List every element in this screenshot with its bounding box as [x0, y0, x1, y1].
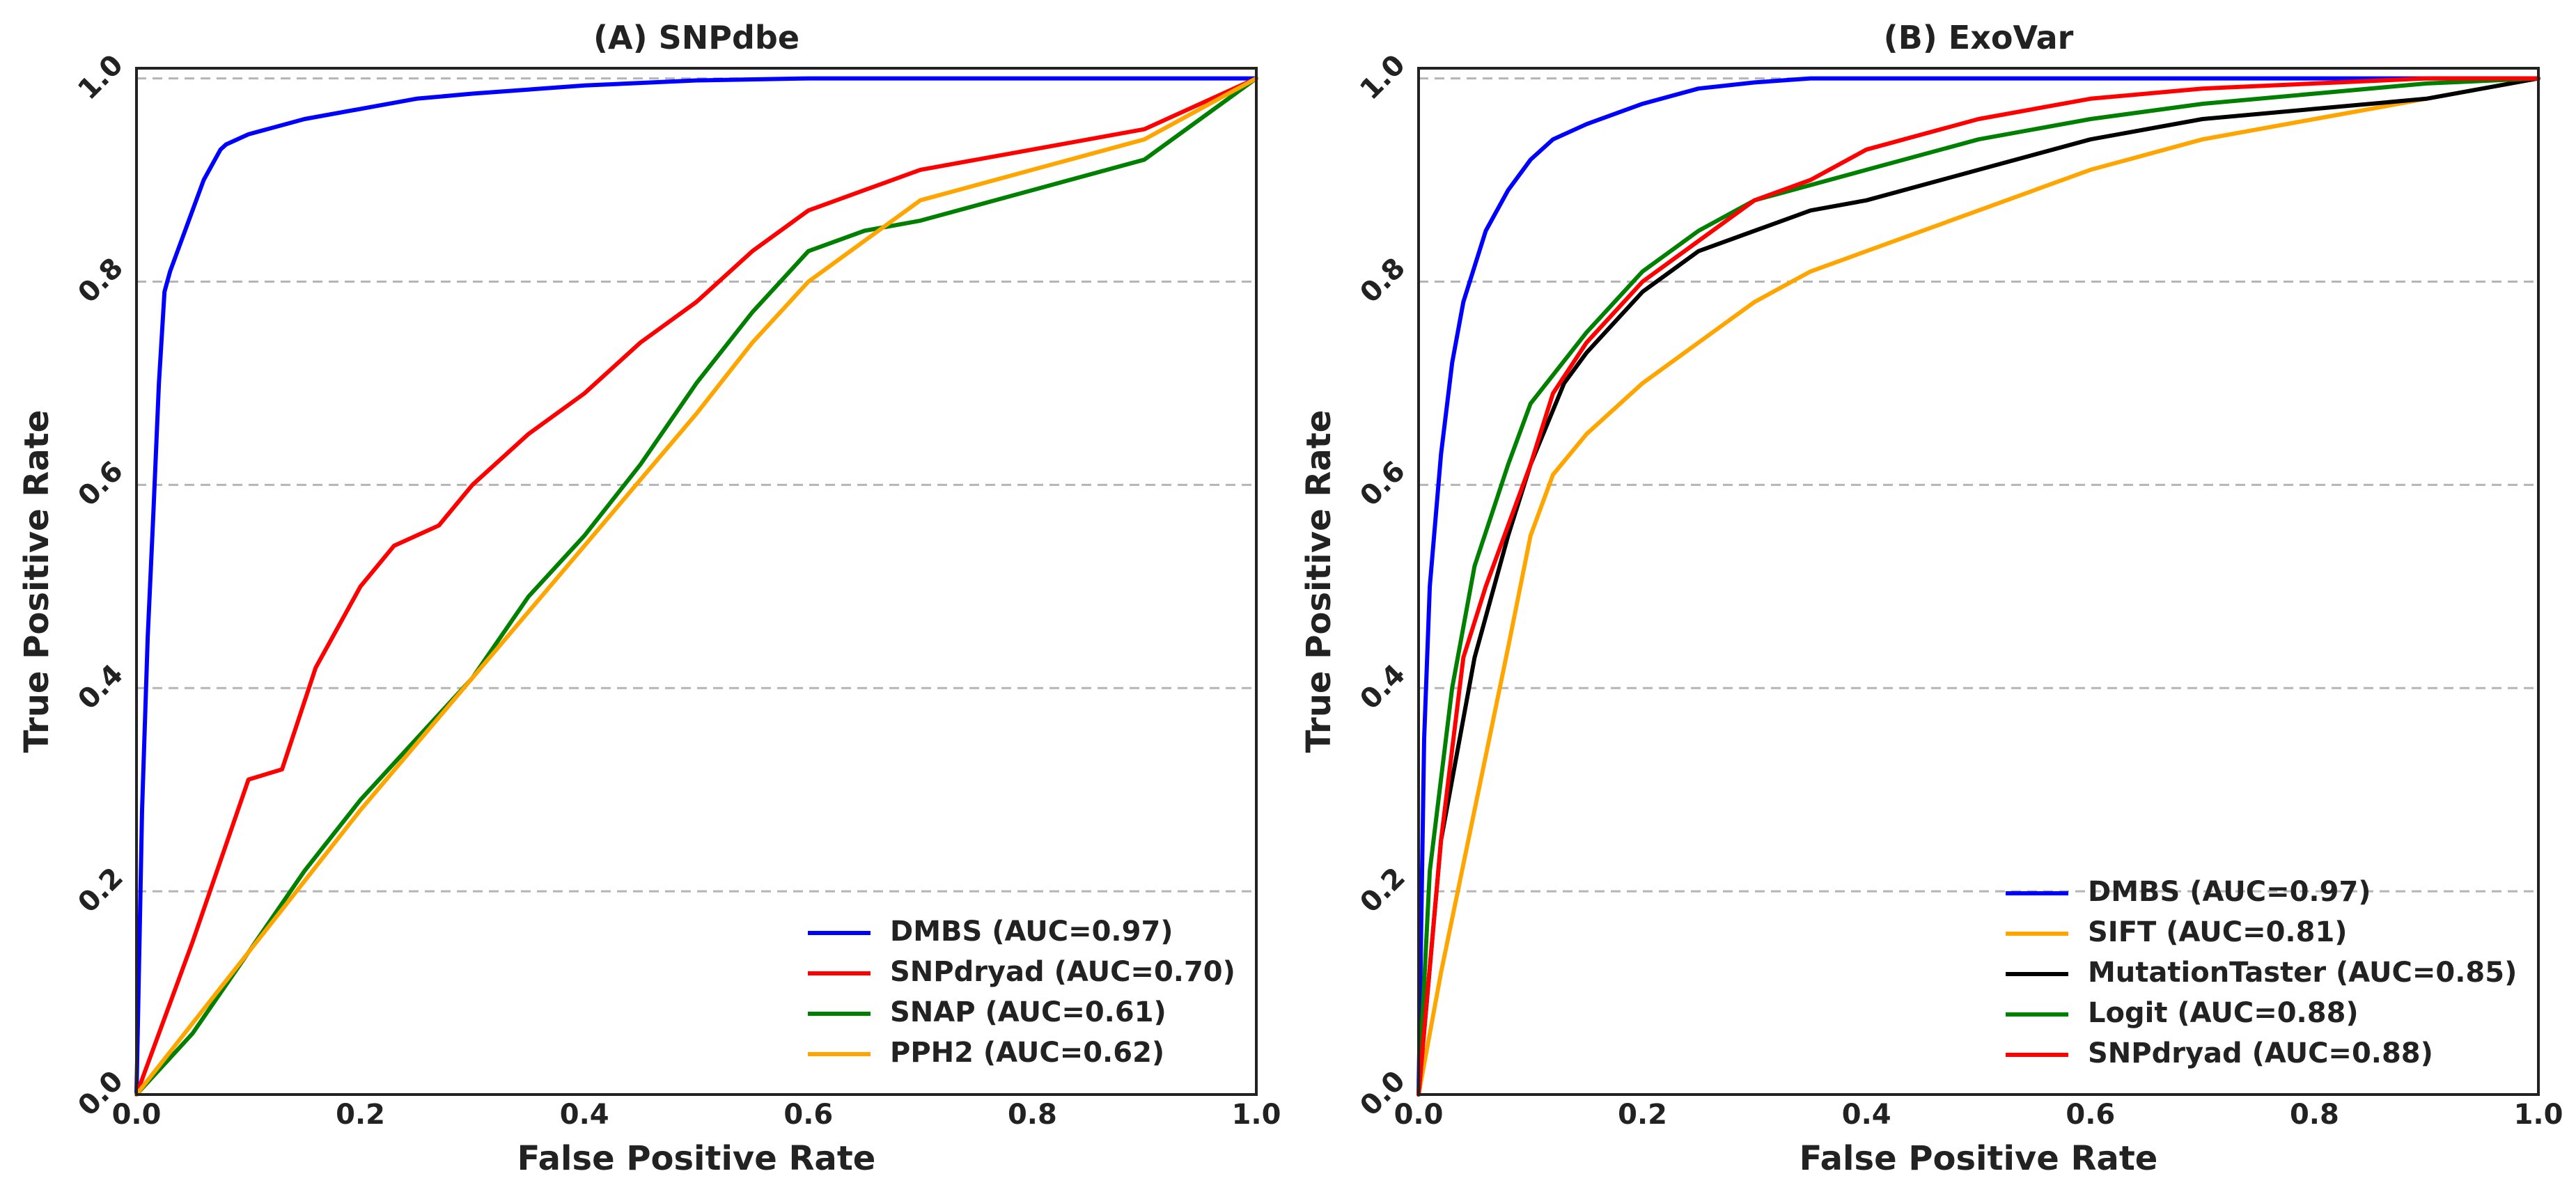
chart-panel-b-exovar: 0.0 0.2 0.4 0.6 0.8 1.00.00.20.40.60.81.0(B) …: [1299, 19, 2563, 1178]
series-line-snpdryad-auc-0-70: [134, 76, 1258, 1097]
x-axis-label: False Positive Rate: [1800, 1139, 2158, 1178]
y-axis-label: True Positive Rate: [1299, 410, 1338, 753]
legend-label: SNAP (AUC=0.61): [890, 996, 1166, 1028]
series-line-logit-auc-0-88: [1416, 76, 2540, 1097]
legend-label: DMBS (AUC=0.97): [890, 916, 1173, 948]
legend-label: SNPdryad (AUC=0.88): [2088, 1037, 2433, 1069]
series-line-pph2-auc-0-62: [134, 76, 1258, 1097]
y-axis-label: True Positive Rate: [17, 410, 56, 753]
x-tick-label: 0.6: [2066, 1099, 2115, 1131]
legend: DMBS (AUC=0.97) SIFT (AUC=0.81) MutationTa…: [2006, 876, 2517, 1069]
legend-label: PPH2 (AUC=0.62): [890, 1037, 1164, 1069]
x-tick-label: 0.6: [783, 1099, 833, 1131]
legend-label: Logit (AUC=0.88): [2088, 997, 2359, 1029]
x-tick-label: 1.0: [1232, 1099, 1281, 1131]
legend-label: SNPdryad (AUC=0.70): [890, 956, 1235, 988]
x-tick-label: 0.0: [112, 1099, 162, 1131]
legend-label: DMBS (AUC=0.97): [2088, 876, 2371, 908]
x-tick-label: 0.4: [560, 1099, 609, 1131]
x-tick-label: 0.0: [1394, 1099, 1444, 1131]
x-tick-label: 0.2: [336, 1099, 385, 1131]
legend: DMBS (AUC=0.97) SNPdryad (AUC=0.70) SNAP (…: [808, 916, 1235, 1069]
plot-frame: [135, 67, 1258, 1096]
series-line-mutationtaster-auc-0-85: [1416, 76, 2540, 1097]
x-axis-label: False Positive Rate: [517, 1139, 876, 1178]
x-tick-label: 0.2: [1618, 1099, 1667, 1131]
x-tick-label: 0.4: [1842, 1099, 1891, 1131]
plot-frame: [1417, 67, 2540, 1096]
legend-label: SIFT (AUC=0.81): [2088, 916, 2348, 948]
series-line-dmbs-auc-0-97: [1416, 76, 2540, 1097]
chart-title: (B) ExoVar: [1884, 19, 2074, 56]
series-line-dmbs-auc-0-97: [134, 76, 1258, 1097]
x-tick-label: 0.8: [1008, 1099, 1057, 1131]
x-tick-label: 0.8: [2290, 1099, 2339, 1131]
x-tick-label: 1.0: [2514, 1099, 2563, 1131]
chart-title: (A) SNPdbe: [593, 19, 799, 56]
series-line-sift-auc-0-81: [1416, 76, 2540, 1097]
legend-label: MutationTaster (AUC=0.85): [2088, 957, 2517, 989]
series-line-snap-auc-0-61: [134, 76, 1258, 1097]
series-line-snpdryad-auc-0-88: [1416, 76, 2540, 1097]
